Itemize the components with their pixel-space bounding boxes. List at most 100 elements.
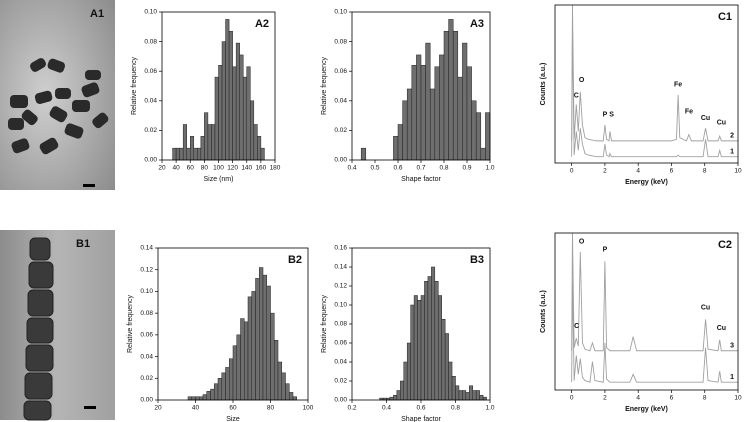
spectrum-line	[571, 28, 738, 158]
bar	[397, 124, 403, 161]
y-tick-label: 0.08	[334, 38, 347, 45]
bar	[240, 318, 245, 401]
bar	[199, 396, 204, 401]
bar	[429, 88, 436, 161]
y-axis-title: Relative frequency	[321, 295, 328, 353]
bar	[187, 396, 192, 401]
bar	[439, 54, 445, 161]
peak-label: Cu	[717, 325, 726, 332]
bar	[472, 390, 477, 401]
y-tick-label: 0.02	[334, 127, 347, 134]
y-tick-label: 0.10	[334, 302, 347, 309]
panel-label: C1	[718, 11, 732, 23]
x-tick-label: 100	[213, 165, 224, 172]
chart: 3 1 C O P Cu Cu 0 2 4 6 8 10 Energy (keV) Counts (a.u.…	[540, 232, 742, 413]
y-tick-label: 0.00	[140, 397, 153, 404]
y-tick-label: 0.00	[334, 397, 347, 404]
y-tick-label: 0.10	[144, 9, 157, 16]
x-tick-label: 2	[603, 395, 607, 402]
x-axis-title: Energy (keV)	[625, 179, 668, 186]
bar	[221, 372, 226, 401]
bar	[420, 295, 425, 401]
series-label: 1	[730, 374, 734, 381]
panel-label: A1	[90, 8, 104, 20]
bar	[251, 291, 256, 401]
y-tick-label: 0.06	[334, 68, 347, 75]
y-tick-label: 0.02	[140, 375, 153, 382]
x-tick-label: 60	[187, 165, 195, 172]
bar	[257, 136, 262, 161]
bar	[253, 124, 258, 161]
plot-frame	[554, 4, 739, 164]
y-tick-label: 0.08	[140, 310, 153, 317]
x-tick-label: 0.6	[393, 165, 402, 172]
bar	[393, 395, 398, 401]
y-tick-label: 0.10	[140, 288, 153, 295]
spectrum-line	[571, 232, 738, 352]
y-tick-label: 0.14	[140, 245, 153, 252]
bar	[182, 124, 187, 161]
peak-label: O	[579, 77, 585, 84]
bar	[186, 147, 191, 161]
bar	[402, 100, 408, 161]
bar	[214, 383, 219, 401]
y-tick-label: 0.00	[334, 157, 347, 164]
y-axis-title: Relative frequency	[127, 295, 134, 353]
bar	[229, 358, 234, 401]
bar	[465, 392, 470, 401]
bar	[406, 342, 411, 401]
y-tick-label: 0.04	[144, 98, 157, 105]
y-tick-label: 0.02	[144, 127, 157, 134]
peak-label: O	[579, 238, 585, 245]
x-tick-label: 180	[270, 165, 281, 172]
bar	[250, 100, 255, 161]
bar	[410, 304, 415, 401]
y-axis-title: Relative frequency	[131, 57, 138, 115]
x-tick-label: 10	[734, 168, 742, 175]
bar	[202, 394, 207, 401]
bar	[444, 333, 449, 401]
bar	[242, 76, 247, 161]
y-axis-title: Counts (a.u.)	[540, 290, 547, 333]
bar	[217, 378, 222, 401]
bar	[246, 66, 251, 161]
x-tick-label: 20	[158, 165, 166, 172]
bar	[270, 312, 275, 401]
bar	[239, 54, 244, 161]
x-tick-label: 0.7	[416, 165, 425, 172]
bar	[396, 390, 401, 401]
bar	[406, 88, 413, 161]
bar	[285, 383, 290, 401]
peak-label: Cu	[717, 120, 726, 127]
y-tick-label: 0.06	[334, 340, 347, 347]
x-tick-label: 6	[670, 395, 674, 402]
peak-label: C	[574, 323, 579, 330]
x-tick-label: 0	[570, 168, 574, 175]
y-tick-label: 0.14	[334, 264, 347, 271]
y-tick-label: 0.08	[144, 38, 157, 45]
y-tick-label: 0.16	[334, 245, 347, 252]
bar	[221, 41, 226, 161]
x-tick-label: 2	[603, 168, 607, 175]
y-tick-label: 0.08	[334, 321, 347, 328]
x-tick-label: 0.8	[451, 405, 460, 412]
peak-label: P	[603, 112, 608, 119]
y-tick-label: 0.00	[144, 157, 157, 164]
x-tick-label: 140	[241, 165, 252, 172]
x-tick-label: 1.0	[485, 405, 494, 412]
panel-label: B2	[288, 254, 302, 266]
y-tick-label: 0.04	[334, 359, 347, 366]
peak-label: P	[603, 246, 608, 253]
x-tick-label: 0.4	[347, 165, 356, 172]
bar	[225, 367, 230, 401]
x-tick-label: 60	[229, 405, 237, 412]
bar	[416, 54, 422, 161]
y-tick-label: 0.04	[140, 353, 153, 360]
x-tick-label: 4	[636, 168, 640, 175]
bar	[466, 66, 472, 161]
series-label: 1	[730, 149, 734, 156]
bar	[443, 30, 449, 161]
y-tick-label: 0.12	[334, 283, 347, 290]
x-tick-label: 0	[570, 395, 574, 402]
